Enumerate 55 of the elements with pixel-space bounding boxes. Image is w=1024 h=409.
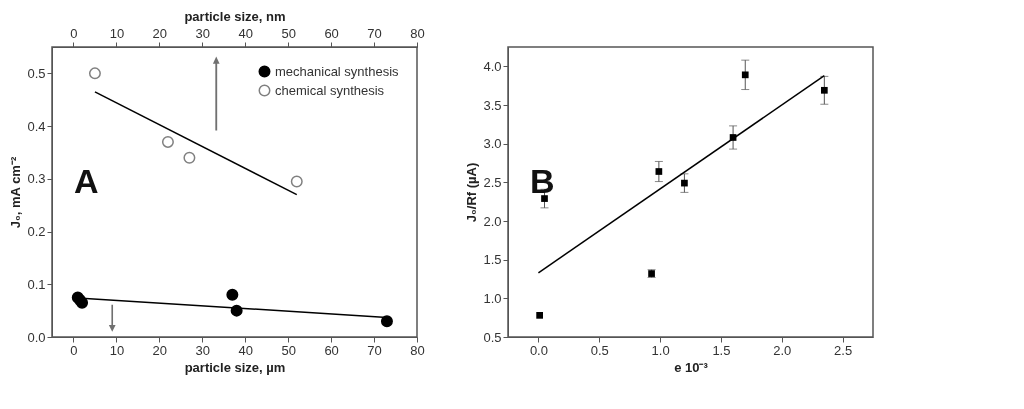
point [655,168,663,175]
x-axis-title: particle size, µm [184,359,286,375]
x2-tick-label: 70 [367,25,382,41]
x2-tick-label: 80 [410,25,425,41]
y-axis-title: J₀/Rf (µA) [464,162,480,223]
y-tick-label: 2.5 [483,174,502,190]
x2-tick-label: 60 [324,25,339,41]
point [380,315,393,328]
x2-tick-label: 0 [70,25,78,41]
x-tick-label: 1.0 [651,342,670,358]
annotation: A [73,162,99,201]
x-tick-label: 0 [70,342,78,358]
x-tick-label: 10 [109,342,125,358]
y-tick-label: 0.4 [27,118,46,134]
x-tick-label: 40 [238,342,253,358]
y-tick-label: 0.3 [27,171,46,187]
x-tick-label: 30 [195,342,211,358]
y-tick-label: 1.5 [483,252,502,268]
x-tick-label: 70 [367,342,382,358]
point [820,86,828,94]
y-axis-title: J₀, mA cm⁻² [8,156,24,229]
y-tick-label: 0.0 [27,329,46,345]
x-tick-label: 1.5 [712,342,731,358]
x2-tick-label: 30 [195,25,211,41]
point [741,71,749,79]
x-tick-label: 2.5 [834,342,853,358]
x-tick-label: 0.5 [590,342,609,358]
x2-axis-title: particle size, nm [184,8,286,24]
y-tick-label: 0.2 [27,224,46,240]
y-tick-label: 0.1 [27,276,46,292]
x2-tick-label: 20 [152,25,168,41]
x-tick-label: 20 [152,342,168,358]
y-tick-label: 3.0 [483,136,502,152]
x-tick-label: 50 [281,342,296,358]
y-tick-label: 4.0 [483,58,502,74]
point [536,311,543,319]
annotation: B [529,162,555,201]
x2-tick-label: 50 [281,25,296,41]
x-tick-label: 80 [410,342,425,358]
x-tick-label: 60 [324,342,339,358]
x2-tick-label: 10 [109,25,125,41]
point [226,288,239,301]
y-tick-label: 2.0 [483,213,502,229]
x2-tick-label: 40 [238,25,253,41]
legend-label: chemical synthesis [275,82,385,98]
y-tick-label: 1.0 [483,290,502,306]
x-tick-label: 0.0 [529,342,548,358]
y-tick-label: 0.5 [27,65,46,81]
y-tick-label: 0.5 [483,329,502,345]
point [541,195,548,202]
legend-label: mechanical synthesis [275,63,400,79]
x-tick-label: 2.0 [773,342,792,358]
y-tick-label: 3.5 [483,97,502,113]
x-axis-title: e 10⁻³ [674,359,709,375]
point [681,179,688,187]
